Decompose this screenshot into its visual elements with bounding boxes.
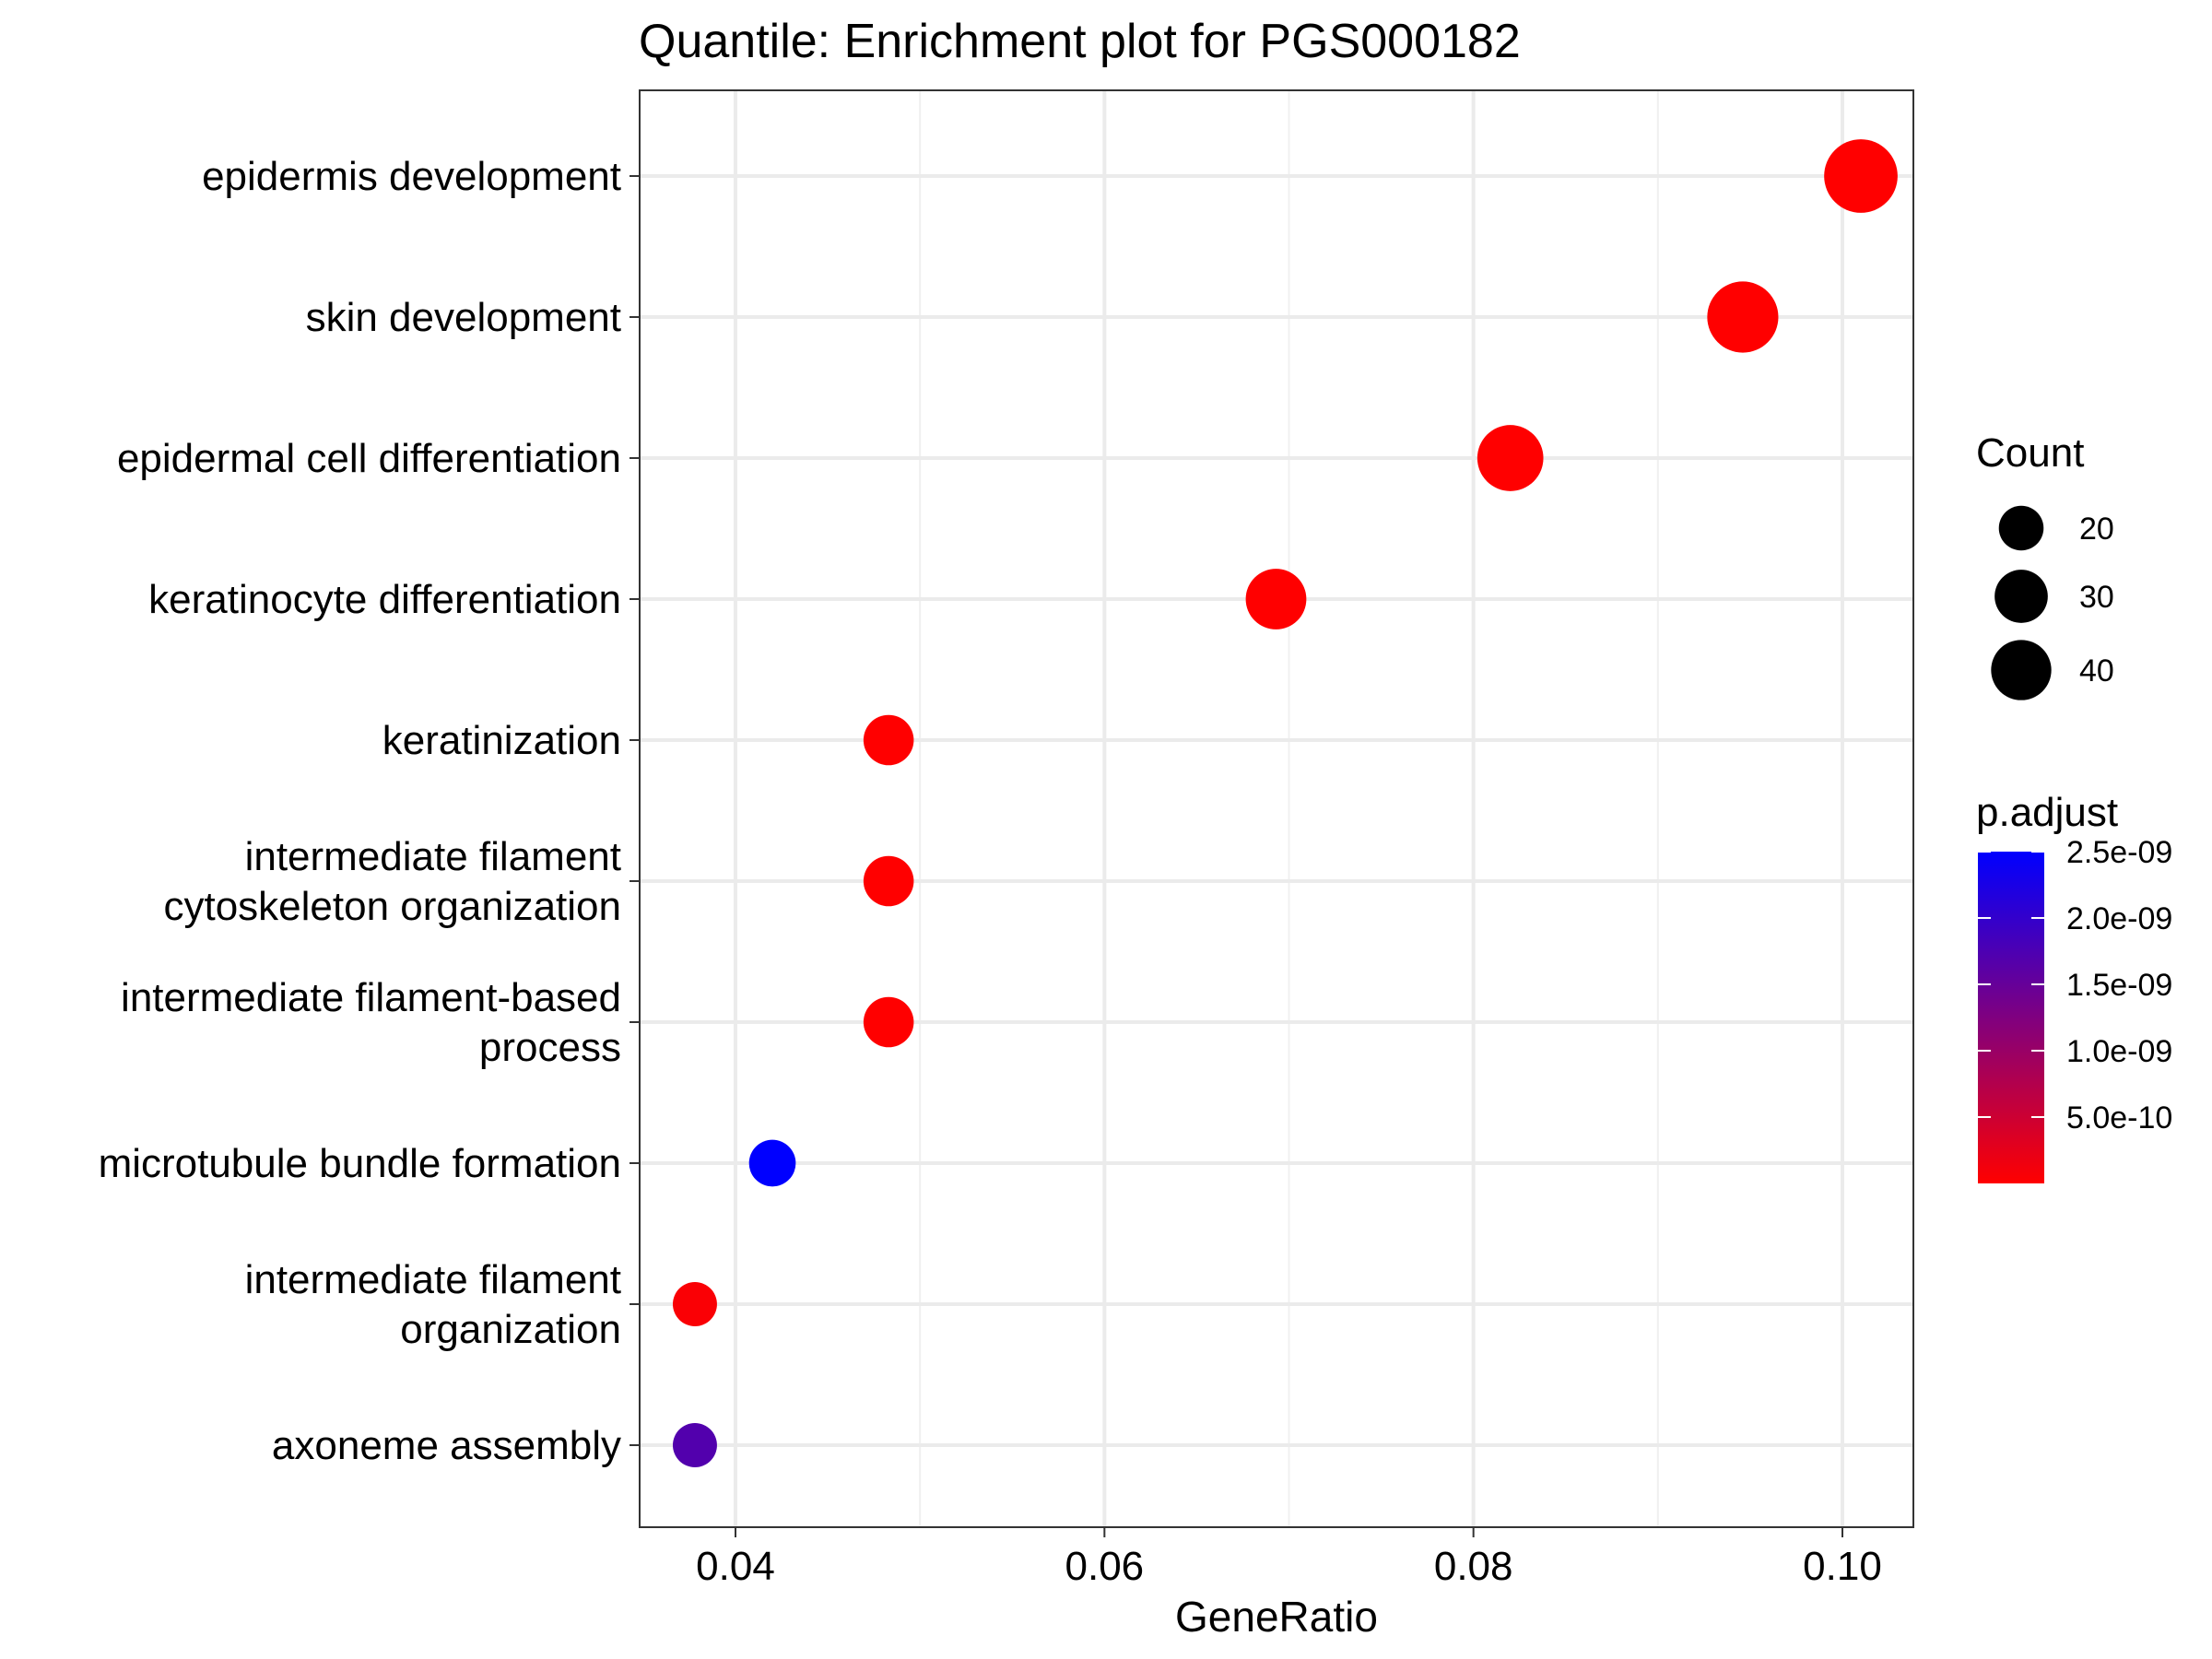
y-tick-label: keratinization: [382, 718, 621, 763]
size-legend-title: Count: [1976, 430, 2084, 476]
y-tick-label: intermediate filament organization: [245, 1257, 621, 1352]
data-point: [748, 1139, 796, 1187]
data-point: [863, 855, 914, 907]
size-legend-key: [1994, 570, 2048, 623]
y-tick-label: intermediate filament-based process: [121, 975, 621, 1070]
x-tick-label: 0.06: [1065, 1544, 1145, 1589]
size-legend-key: [1991, 640, 2052, 700]
data-point: [1477, 425, 1544, 491]
panel-border: [639, 89, 1914, 1528]
points-layer: [672, 139, 1898, 1467]
data-point: [672, 1282, 717, 1326]
size-legend-label: 20: [2079, 512, 2114, 547]
color-legend: p.adjust 2.5e-09 2.0e-09 1.5e-09 1.0e-09 5.0…: [1976, 790, 2172, 1183]
data-point: [1707, 281, 1779, 353]
size-legend: Count 20 30 40: [1976, 430, 2114, 700]
y-tick-label: axoneme assembly: [272, 1423, 621, 1468]
x-axis: 0.04 0.06 0.08 0.10: [696, 1527, 1882, 1589]
color-legend-title: p.adjust: [1976, 790, 2118, 835]
y-tick-label: microtubule bundle formation: [99, 1141, 621, 1186]
data-point: [863, 996, 914, 1048]
data-point: [1824, 139, 1898, 213]
size-legend-key: [1998, 505, 2044, 551]
colorbar-label: 2.5e-09: [2066, 835, 2172, 870]
colorbar-label: 1.5e-09: [2066, 968, 2172, 1003]
color-bar: [1978, 852, 2044, 1183]
x-tick-label: 0.04: [696, 1544, 775, 1589]
panel-background: [640, 90, 1913, 1527]
y-tick-label: intermediate filament cytoskeleton organi…: [163, 834, 621, 929]
data-point: [863, 714, 914, 766]
colorbar-label: 1.0e-09: [2066, 1034, 2172, 1069]
y-axis: epidermis development skin development epi…: [99, 154, 640, 1468]
data-point: [672, 1423, 717, 1467]
chart-title: Quantile: Enrichment plot for PGS000182: [639, 15, 1521, 68]
size-legend-label: 30: [2079, 580, 2114, 615]
x-tick-label: 0.10: [1803, 1544, 1882, 1589]
x-tick-label: 0.08: [1434, 1544, 1513, 1589]
y-tick-label: epidermal cell differentiation: [117, 436, 621, 481]
x-axis-label: GeneRatio: [1175, 1593, 1378, 1641]
size-legend-label: 40: [2079, 653, 2114, 688]
y-tick-label: skin development: [306, 295, 621, 340]
colorbar-label: 5.0e-10: [2066, 1100, 2172, 1135]
data-point: [1245, 569, 1307, 629]
colorbar-label: 2.0e-09: [2066, 901, 2172, 936]
y-tick-label: epidermis development: [202, 154, 621, 199]
y-tick-label: keratinocyte differentiation: [148, 577, 621, 622]
